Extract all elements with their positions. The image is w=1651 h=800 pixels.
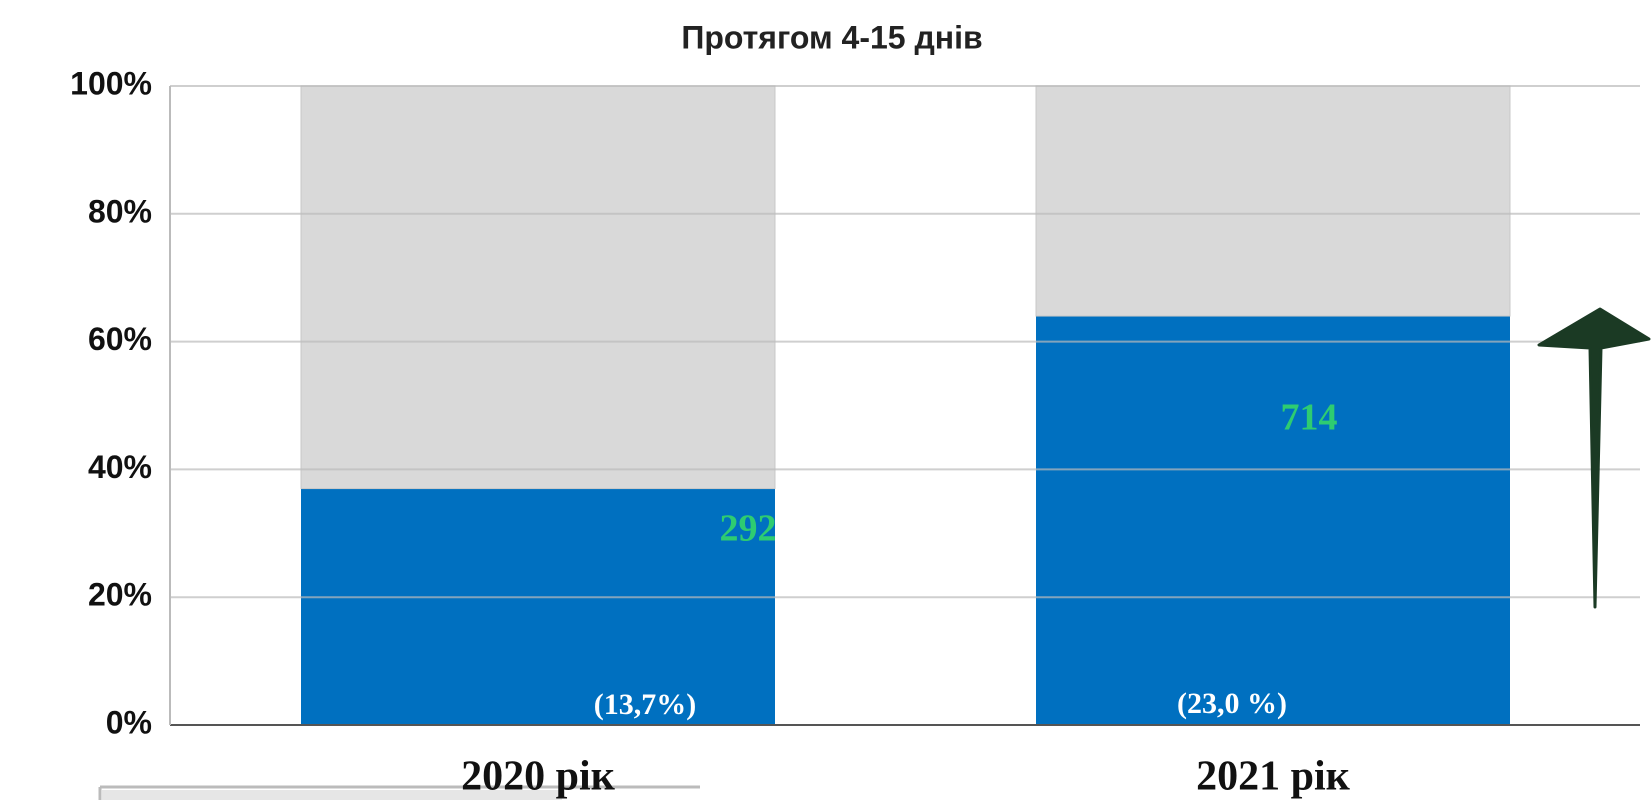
- y-tick-label: 0%: [106, 704, 152, 740]
- fragment-fill: [102, 790, 562, 800]
- chart-title: Протягом 4-15 днів: [681, 19, 982, 55]
- count-label: 292: [720, 508, 777, 550]
- bar-segment: [1035, 85, 1511, 317]
- y-tick-label: 40%: [88, 449, 152, 485]
- bar-segment: [1036, 316, 1510, 725]
- y-tick-label: 60%: [88, 321, 152, 357]
- share-label: (13,7%): [594, 688, 696, 721]
- x-tick-label: 2021 рік: [1196, 754, 1351, 800]
- x-tick-label: 2020 рік: [461, 754, 616, 800]
- fragment-box: [98, 785, 700, 800]
- y-tick-label: 80%: [88, 193, 152, 229]
- trend-arrow: [1537, 307, 1651, 609]
- y-tick-label: 100%: [70, 65, 152, 101]
- bar-segment: [300, 85, 776, 490]
- y-tick-label: 20%: [88, 577, 152, 613]
- bar-segment: [301, 488, 775, 725]
- share-label: (23,0 %): [1177, 687, 1287, 720]
- count-label: 714: [1281, 397, 1338, 439]
